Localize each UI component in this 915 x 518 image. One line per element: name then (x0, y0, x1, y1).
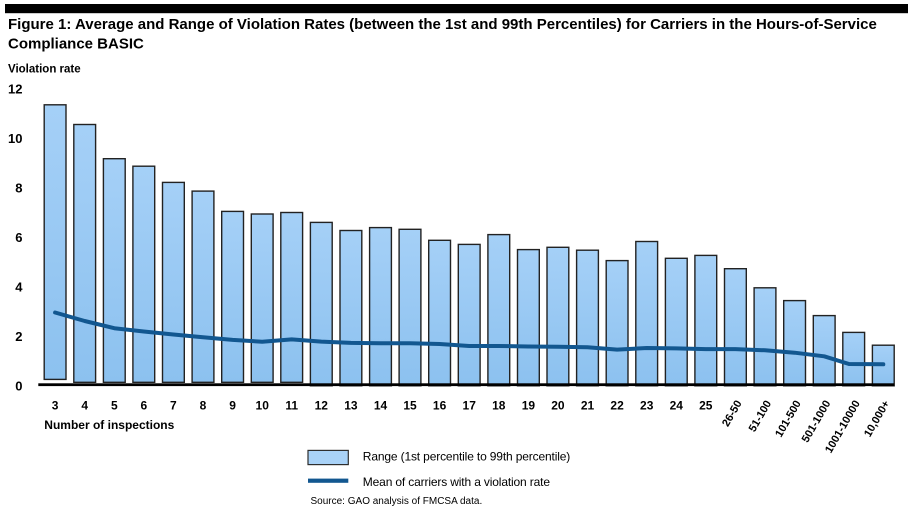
svg-text:25: 25 (699, 398, 713, 412)
svg-text:10: 10 (256, 398, 270, 412)
svg-text:22: 22 (610, 398, 624, 412)
svg-text:Figure 1: Average and Range of: Figure 1: Average and Range of Violation… (8, 16, 877, 33)
svg-text:9: 9 (229, 398, 236, 412)
svg-text:14: 14 (374, 398, 388, 412)
svg-text:Number of inspections: Number of inspections (44, 418, 174, 432)
svg-text:2: 2 (15, 329, 22, 344)
svg-text:8: 8 (200, 398, 207, 412)
svg-text:4: 4 (81, 398, 88, 412)
svg-text:12: 12 (8, 81, 22, 96)
svg-text:19: 19 (522, 398, 536, 412)
svg-text:Range (1st percentile to 99th: Range (1st percentile to 99th percentile… (363, 449, 570, 463)
svg-text:21: 21 (581, 398, 595, 412)
svg-text:6: 6 (140, 398, 147, 412)
svg-text:6: 6 (15, 230, 22, 245)
svg-text:16: 16 (433, 398, 447, 412)
svg-text:4: 4 (15, 279, 23, 294)
svg-text:10: 10 (8, 131, 22, 146)
svg-text:12: 12 (315, 398, 329, 412)
svg-text:20: 20 (551, 398, 565, 412)
svg-text:5: 5 (111, 398, 118, 412)
svg-text:3: 3 (52, 398, 59, 412)
svg-text:0: 0 (15, 378, 22, 393)
svg-text:24: 24 (670, 398, 684, 412)
svg-text:8: 8 (15, 180, 22, 195)
svg-text:7: 7 (170, 398, 177, 412)
svg-text:18: 18 (492, 398, 506, 412)
svg-text:11: 11 (285, 398, 298, 412)
svg-text:Compliance BASIC: Compliance BASIC (8, 36, 144, 53)
svg-text:13: 13 (344, 398, 358, 412)
svg-text:Source: GAO analysis of FMCSA: Source: GAO analysis of FMCSA data. (311, 496, 483, 507)
svg-text:17: 17 (463, 398, 477, 412)
svg-text:23: 23 (640, 398, 654, 412)
svg-text:Mean of carriers with a violat: Mean of carriers with a violation rate (363, 475, 551, 489)
svg-text:Violation rate: Violation rate (8, 63, 81, 75)
svg-text:15: 15 (403, 398, 417, 412)
